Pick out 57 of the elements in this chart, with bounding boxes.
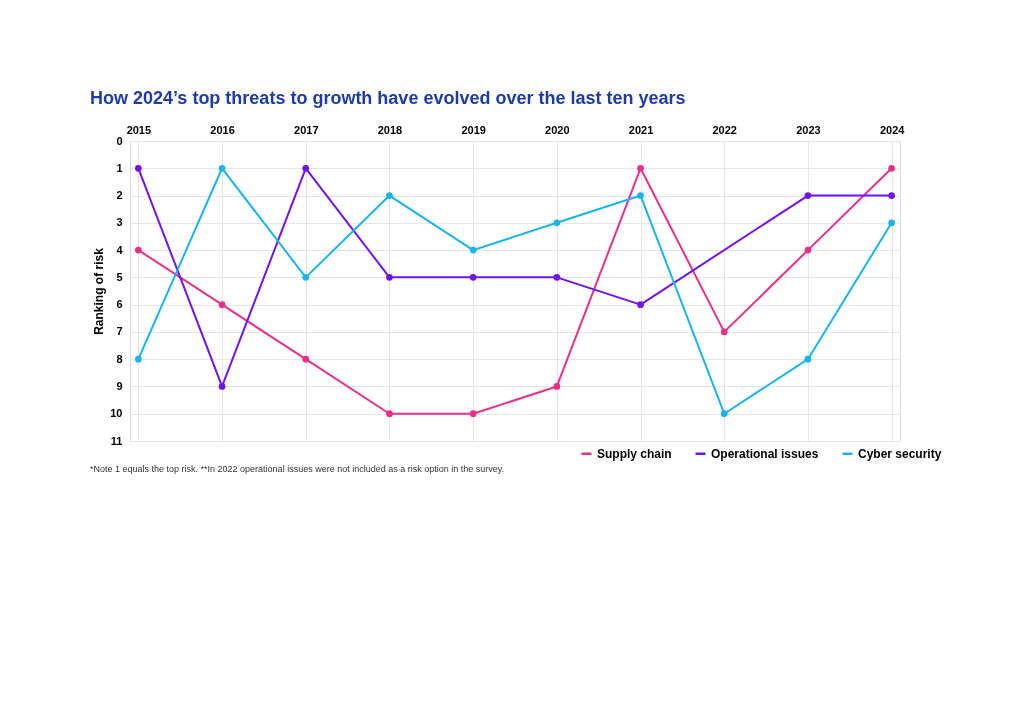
point — [804, 192, 812, 199]
point — [888, 192, 895, 199]
point — [218, 164, 226, 172]
point — [553, 274, 561, 281]
point — [553, 383, 561, 390]
y-tick-label: 3 — [116, 216, 123, 229]
y-tick-label: 0 — [116, 134, 123, 147]
point — [386, 274, 393, 281]
y-tick-label: 2 — [116, 189, 123, 202]
x-tick-label: 2016 — [210, 123, 235, 136]
x-tick-label: 2015 — [126, 123, 152, 136]
x-tick-label: 2017 — [294, 123, 319, 136]
point — [386, 192, 393, 199]
point — [469, 246, 477, 254]
x-tick-label: 2021 — [628, 123, 654, 136]
point — [135, 355, 142, 363]
point — [218, 383, 226, 390]
x-tick-label: 2019 — [461, 123, 486, 136]
point — [720, 328, 728, 336]
text: *Note 1 equals the top risk. **In 2022 operational issues were not included as a risk option in the survey. — [90, 464, 505, 474]
y-tick-label: 9 — [116, 379, 123, 392]
point — [804, 246, 812, 254]
y-axis-title: Ranking of risk — [92, 247, 107, 335]
point — [302, 274, 310, 281]
y-tick-label: 11 — [110, 434, 123, 447]
y-tick-label: 10 — [110, 407, 123, 420]
y-tick-label: 5 — [116, 270, 123, 283]
point — [469, 274, 477, 281]
chart-title: How 2024’s top threats to growth have evolved over the last ten years — [90, 88, 686, 108]
y-tick-label: 6 — [116, 298, 123, 311]
y-tick-label: 8 — [116, 352, 123, 365]
point — [637, 301, 644, 308]
point — [637, 164, 644, 172]
point — [302, 164, 310, 172]
point — [469, 410, 477, 418]
x-tick-label: 2020 — [545, 123, 570, 136]
x-tick-label: 2018 — [377, 123, 403, 136]
legend-label: Cyber security — [858, 446, 942, 461]
y-tick-label: 7 — [116, 325, 123, 338]
point — [135, 164, 142, 172]
point — [386, 410, 393, 418]
point — [888, 219, 895, 227]
point — [218, 301, 226, 308]
point — [888, 164, 895, 172]
point — [302, 355, 310, 363]
point — [804, 355, 812, 363]
x-tick-label: 2023 — [796, 123, 821, 136]
x-tick-label: 2022 — [712, 123, 737, 136]
y-tick-label: 1 — [116, 161, 123, 174]
point — [637, 192, 644, 199]
point — [135, 246, 142, 254]
x-tick-label: 2024 — [879, 123, 906, 136]
legend-label: Operational issues — [711, 446, 819, 461]
point — [720, 410, 728, 418]
legend-label: Supply chain — [597, 446, 672, 461]
point — [553, 219, 561, 227]
y-tick-label: 4 — [116, 243, 124, 256]
